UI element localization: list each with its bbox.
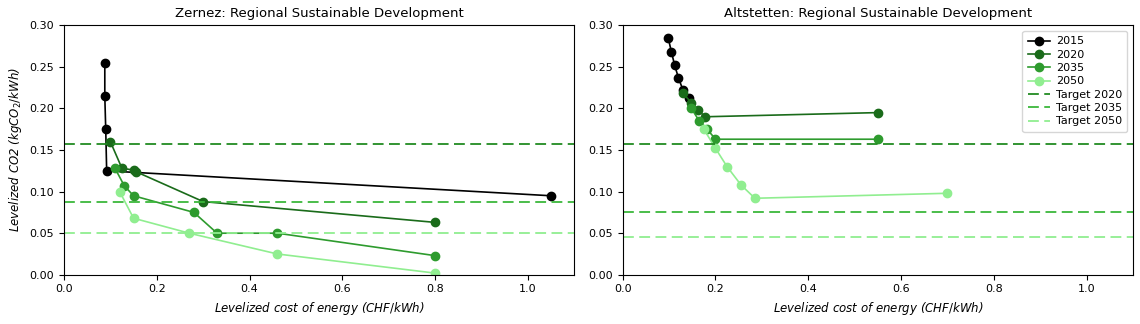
- X-axis label: Levelized cost of energy ($CHF/kWh$): Levelized cost of energy ($CHF/kWh$): [773, 300, 983, 317]
- X-axis label: Levelized cost of energy ($CHF/kWh$): Levelized cost of energy ($CHF/kWh$): [214, 300, 424, 317]
- Y-axis label: Levelized CO2 ($kgCO_2/kWh$): Levelized CO2 ($kgCO_2/kWh$): [7, 68, 24, 232]
- Title: Zernez: Regional Sustainable Development: Zernez: Regional Sustainable Development: [174, 7, 464, 20]
- Legend: 2015, 2020, 2035, 2050, Target 2020, Target 2035, Target 2050: 2015, 2020, 2035, 2050, Target 2020, Tar…: [1023, 31, 1127, 132]
- Title: Altstetten: Regional Sustainable Development: Altstetten: Regional Sustainable Develop…: [724, 7, 1032, 20]
